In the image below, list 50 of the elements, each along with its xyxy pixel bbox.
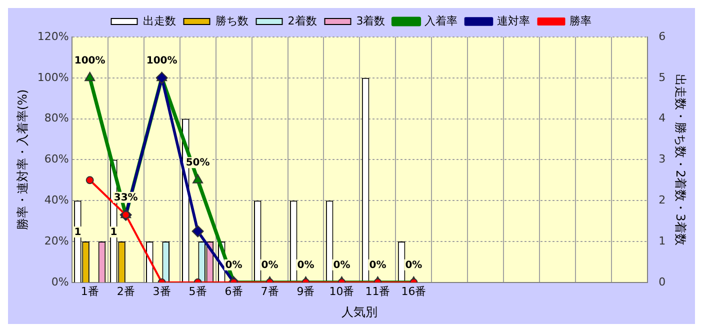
point xyxy=(192,174,204,184)
legend-label: 勝率 xyxy=(570,14,592,28)
y-tick-label: 40% xyxy=(44,193,69,206)
y-tick-label: 20% xyxy=(44,234,69,248)
y2-tick-label: 1 xyxy=(658,234,666,248)
y-tick-label: 0% xyxy=(51,275,69,288)
x-tick-label: 16番 xyxy=(401,284,426,298)
y-tick-label: 60% xyxy=(44,152,69,166)
x-tick-label: 2番 xyxy=(116,284,135,298)
y-tick-label: 100% xyxy=(37,70,69,84)
y-axis-title: 勝率・連対率・入着率(%) xyxy=(15,89,30,230)
x-tick-label: 6番 xyxy=(224,284,243,298)
legend-label: 連対率 xyxy=(497,14,530,28)
legend-label: 出走数 xyxy=(142,14,176,28)
data-label: 0% xyxy=(405,260,422,271)
y2-tick-label: 3 xyxy=(658,152,666,166)
data-label: 100% xyxy=(74,55,106,66)
x-axis-title: 人気別 xyxy=(342,304,378,319)
data-label: 0% xyxy=(225,260,242,271)
data-label: 0% xyxy=(261,260,278,271)
data-label: 50% xyxy=(186,158,210,169)
data-label: 0% xyxy=(297,260,314,271)
y2-tick-label: 5 xyxy=(658,70,666,84)
y-tick-label: 80% xyxy=(44,112,69,125)
data-label: 33% xyxy=(114,192,138,204)
x-tick-label: 7番 xyxy=(260,284,279,298)
data-label: 0% xyxy=(333,260,350,271)
y2-tick-label: 2 xyxy=(658,193,666,206)
legend-label: 入着率 xyxy=(424,14,458,28)
x-tick-label: 1番 xyxy=(80,284,99,298)
y2-axis-title: 出走数・勝ち数・2着数・3着数 xyxy=(674,74,688,246)
data-label: 1 xyxy=(110,227,118,238)
legend-label: 勝ち数 xyxy=(215,14,248,28)
x-tick-label: 9番 xyxy=(296,284,315,298)
x-tick-label: 11番 xyxy=(365,284,390,298)
y2-tick-label: 4 xyxy=(658,112,666,125)
x-tick-label: 3番 xyxy=(152,284,171,298)
data-label: 1 xyxy=(74,227,82,238)
point xyxy=(86,176,94,184)
legend-label: 3着数 xyxy=(356,14,386,28)
y-tick-label: 120% xyxy=(37,30,69,43)
y2-tick-label: 0 xyxy=(658,275,666,288)
y2-tick-label: 6 xyxy=(658,30,666,43)
data-label: 100% xyxy=(146,55,178,66)
x-tick-label: 10番 xyxy=(329,284,354,298)
x-tick-label: 5番 xyxy=(188,284,207,298)
data-label: 0% xyxy=(369,260,386,271)
legend-label: 2着数 xyxy=(288,14,317,28)
point xyxy=(156,72,168,84)
point xyxy=(84,72,96,82)
